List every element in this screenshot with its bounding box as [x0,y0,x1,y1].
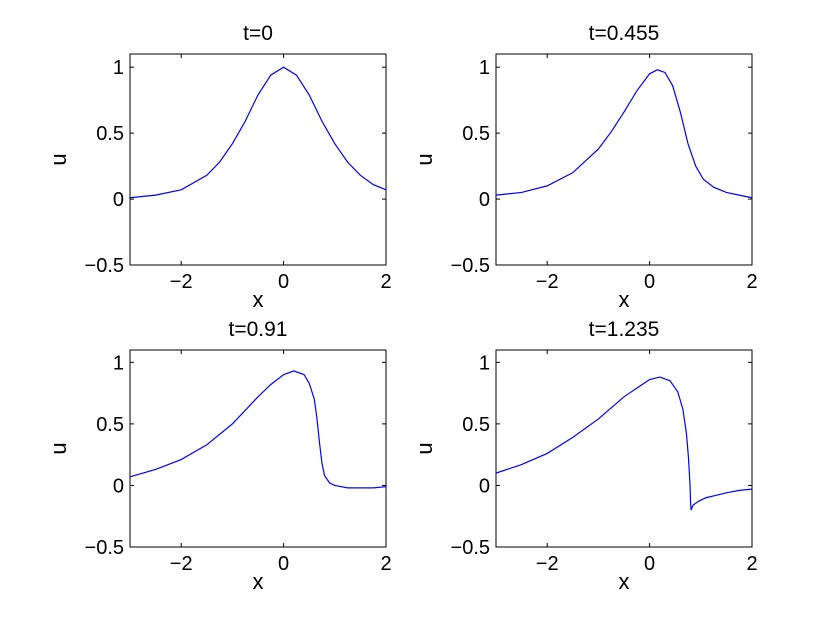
x-tick-label: −2 [170,553,193,575]
y-tick-label: 0.5 [96,414,124,436]
x-tick-label: 2 [380,553,391,575]
axes-box [495,53,753,266]
x-tick-label: −2 [536,553,559,575]
y-axis-label: u [46,153,71,165]
series-line [129,370,387,489]
x-axis-label: x [619,287,630,312]
x-axis-label: x [619,569,630,594]
y-tick-label: 0 [113,475,124,497]
y-tick-label: −0.5 [85,255,124,277]
series-line [129,66,387,199]
y-tick-label: 0 [113,189,124,211]
axes-box [495,349,753,548]
x-tick-label: −2 [536,271,559,293]
y-tick-label: 0.5 [462,414,490,436]
series-line [495,376,753,511]
subplot-2: t=0.455 −2 0 2 −0.5 0 0.5 1 x u [412,22,758,312]
y-tick-label: 0 [479,189,490,211]
x-tick-label: 0 [644,271,655,293]
x-tick-label: 2 [380,271,391,293]
x-tick-label: −2 [170,271,193,293]
y-tick-label: −0.5 [85,537,124,559]
subplot-3: t=0.91 −2 0 2 −0.5 0 0.5 1 x u [46,318,392,594]
axes-box [129,349,387,548]
x-tick-label: 2 [746,553,757,575]
x-axis-label: x [253,287,264,312]
y-tick-label: −0.5 [451,255,490,277]
plot-title: t=0.91 [229,318,288,341]
y-tick-label: 1 [479,352,490,374]
y-tick-label: −0.5 [451,537,490,559]
subplot-1: t=0 −2 0 2 −0.5 0 0.5 1 x u [46,22,392,312]
y-tick-label: 0.5 [96,123,124,145]
x-tick-label: 2 [746,271,757,293]
plot-title: t=1.235 [589,318,660,341]
axes-box [129,53,387,266]
y-tick-label: 0.5 [462,123,490,145]
x-tick-label: 0 [278,553,289,575]
y-tick-label: 0 [479,475,490,497]
y-axis-label: u [412,442,437,454]
y-tick-label: 1 [113,352,124,374]
y-axis-label: u [46,442,71,454]
x-tick-label: 0 [644,553,655,575]
x-tick-label: 0 [278,271,289,293]
subplot-4: t=1.235 −2 0 2 −0.5 0 0.5 1 x u [412,318,758,594]
plot-title: t=0.455 [589,22,660,45]
y-tick-label: 1 [479,57,490,79]
plot-title: t=0 [243,22,273,45]
x-axis-label: x [253,569,264,594]
y-tick-label: 1 [113,57,124,79]
series-line [495,69,753,199]
y-axis-label: u [412,153,437,165]
